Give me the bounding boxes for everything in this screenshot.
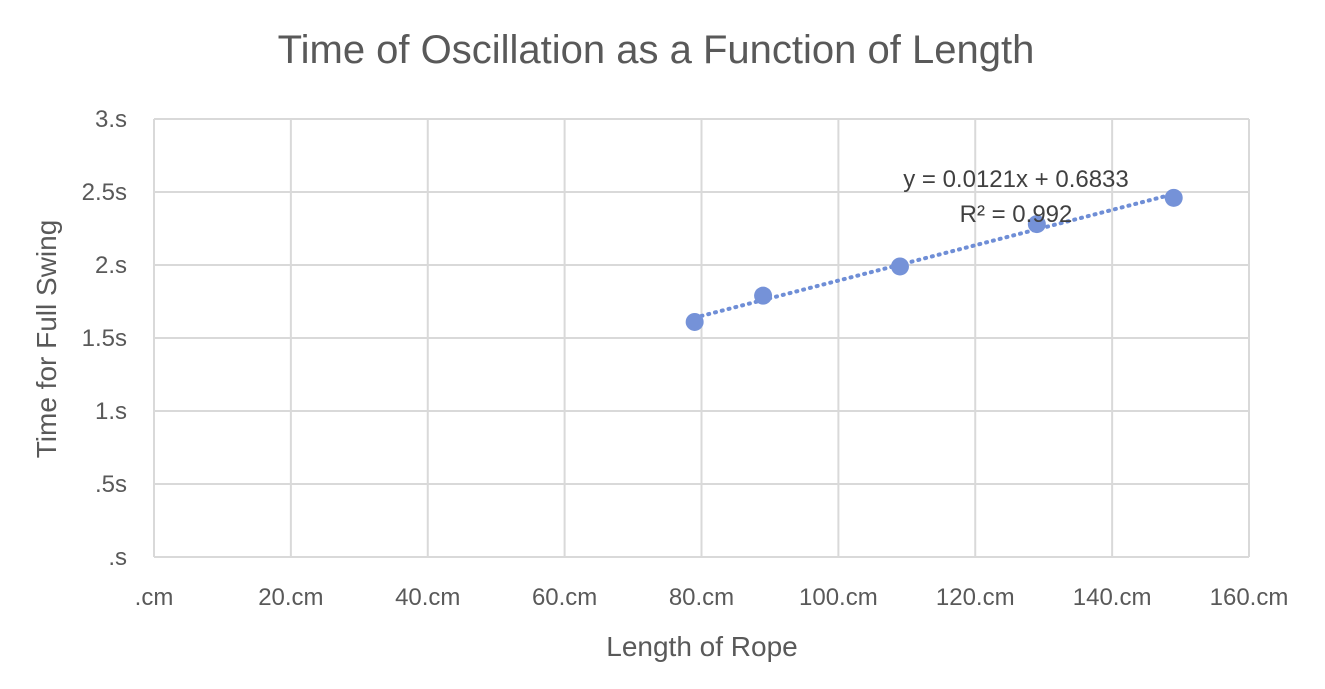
x-tick-label: 40.cm (395, 584, 460, 611)
axes (153, 119, 1249, 558)
data-point (890, 257, 909, 276)
trendline-group (692, 192, 1176, 320)
data-point (1027, 215, 1046, 234)
x-tick-label: 80.cm (669, 584, 734, 611)
y-tick-label: 2.s (95, 252, 127, 279)
data-point (754, 286, 773, 305)
y-tick-label: 1.5s (82, 325, 127, 352)
trendline-equation: y = 0.0121x + 0.6833 (903, 166, 1129, 193)
x-tick-label: 100.cm (799, 584, 878, 611)
data-point (685, 312, 704, 331)
x-axis-title: Length of Rope (606, 631, 798, 662)
x-tick-label: 20.cm (258, 584, 323, 611)
labels-group: .cm 20.cm 40.cm 60.cm 80.cm 100.cm 120.cm 140.c… (82, 106, 1289, 611)
y-axis-title: Time for Full Swing (31, 220, 62, 459)
x-tick-label: 140.cm (1073, 584, 1152, 611)
points-group (685, 188, 1183, 331)
x-tick-label: 160.cm (1210, 584, 1289, 611)
y-tick-label: .5s (95, 471, 127, 498)
trendline-r-squared: R² = 0.992 (960, 201, 1073, 228)
y-tick-label: 2.5s (82, 179, 127, 206)
linear-trendline (692, 192, 1176, 320)
chart-title: Time of Oscillation as a Function of Len… (278, 28, 1035, 72)
data-point (1164, 188, 1183, 207)
x-tick-label: .cm (135, 584, 174, 611)
y-tick-label: 1.s (95, 398, 127, 425)
y-tick-label: .s (108, 544, 127, 571)
x-tick-label: 60.cm (532, 584, 597, 611)
x-tick-label: 120.cm (936, 584, 1015, 611)
y-tick-label: 3.s (95, 106, 127, 133)
